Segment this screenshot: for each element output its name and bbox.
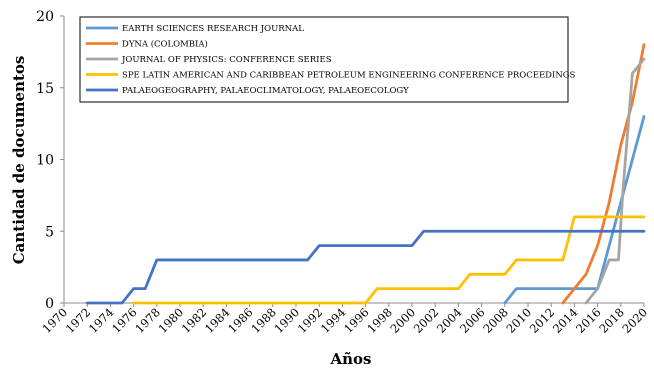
x-tick-label: 1978 (132, 305, 163, 336)
legend-entry: DYNA (COLOMBIA) (122, 39, 208, 50)
x-tick-label: 1982 (179, 305, 210, 336)
x-tick-label: 2016 (573, 305, 604, 336)
y-axis-title: Cantidad de documentos (10, 56, 28, 265)
legend-box (79, 16, 569, 103)
x-tick-label: 1974 (86, 305, 117, 336)
x-tick-label: 1990 (272, 305, 303, 336)
x-tick-label: 2006 (457, 305, 488, 336)
x-tick-label: 2000 (388, 305, 419, 336)
x-tick-label: 2018 (596, 305, 627, 336)
x-tick-label: 1994 (318, 305, 349, 336)
series-line-2 (561, 43, 646, 305)
series-line-4 (132, 215, 646, 305)
x-tick-label: 2020 (620, 305, 651, 336)
legend-entry: PALAEOGEOGRAPHY, PALAEOCLIMATOLOGY, PALA… (122, 86, 409, 96)
legend-entry: SPE LATIN AMERICAN AND CARIBBEAN PETROLE… (122, 71, 576, 81)
y-tick-label: 10 (36, 153, 54, 169)
y-tick-label: 20 (36, 9, 54, 25)
x-tick-label: 1998 (364, 305, 395, 336)
legend-entry: JOURNAL OF PHYSICS: CONFERENCE SERIES (121, 55, 332, 65)
x-tick-label: 1976 (109, 305, 140, 336)
x-tick-label: 1992 (295, 305, 326, 336)
x-tick-label: 2004 (434, 305, 465, 336)
x-tick-label: 1996 (341, 305, 372, 336)
x-tick-label: 1972 (63, 305, 94, 336)
series-line-5 (85, 229, 646, 305)
x-tick-label: 2010 (504, 305, 535, 336)
x-tick-label: 2008 (480, 305, 511, 336)
x-tick-label: 2014 (550, 305, 581, 336)
legend-entry: EARTH SCIENCES RESEARCH JOURNAL (122, 24, 304, 34)
x-tick-label: 1988 (248, 305, 279, 336)
y-tick-label: 5 (45, 224, 54, 240)
series-line-3 (584, 57, 646, 305)
x-axis-title: Años (330, 350, 372, 368)
x-tick-label: 2012 (527, 305, 558, 336)
chart-legend: EARTH SCIENCES RESEARCH JOURNAL DYNA (COL… (79, 16, 576, 103)
y-tick-label: 0 (45, 296, 54, 312)
x-tick-label: 1980 (156, 305, 187, 336)
x-tick-label: 1986 (225, 305, 256, 336)
x-tick-label: 1984 (202, 305, 233, 336)
chart-series (85, 43, 646, 305)
x-tick-label: 2002 (411, 305, 442, 336)
y-tick-label: 15 (36, 81, 54, 97)
